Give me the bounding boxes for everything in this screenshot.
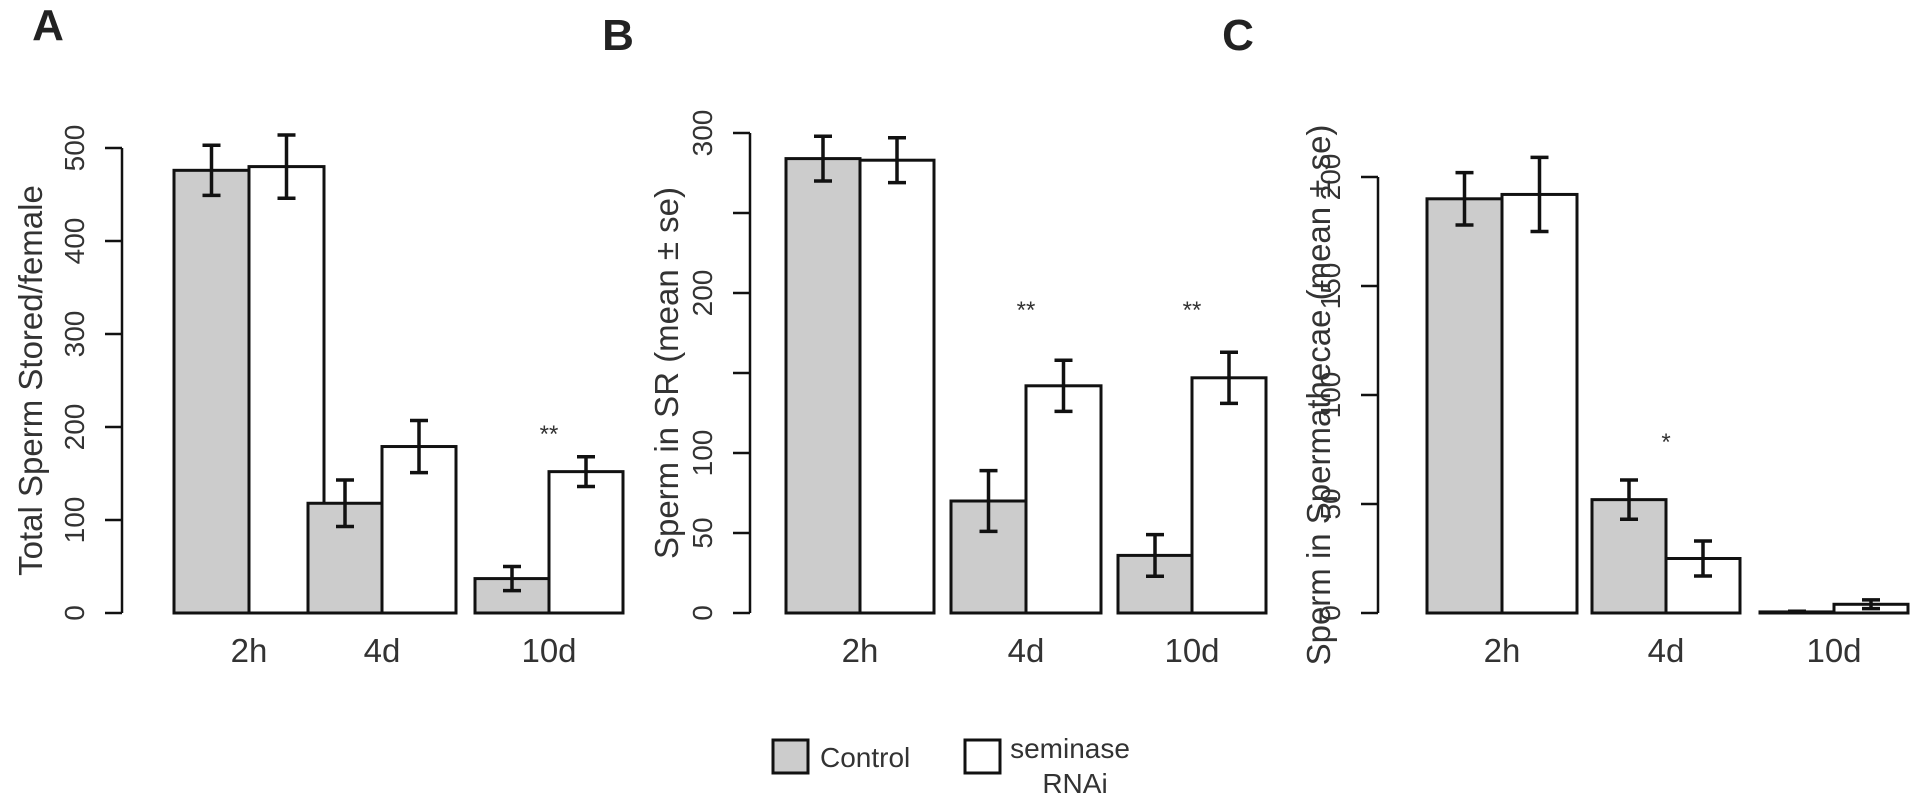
bar-seminase-rnai-2h — [1500, 192, 1579, 615]
bar-seminase-rnai-2h — [858, 158, 936, 615]
legend: Control seminase RNAi — [771, 733, 1130, 799]
bar-seminase-rnai-4d — [1024, 384, 1103, 615]
panel-letter: B — [602, 11, 634, 60]
bar-control-2h — [784, 157, 862, 615]
x-category-label-10d: 10d — [1164, 632, 1219, 669]
x-category-label-2h: 2h — [231, 632, 268, 669]
y-tick-label: 300 — [687, 110, 718, 157]
legend-swatch-seminase-rnai — [963, 738, 1002, 775]
x-category-label-2h: 2h — [1484, 632, 1521, 669]
y-tick-label: 100 — [59, 497, 90, 544]
x-category-label-4d: 4d — [364, 632, 401, 669]
panel-letter: C — [1222, 11, 1254, 60]
significance-marker-4d: ** — [1017, 297, 1036, 324]
y-tick-label: 50 — [687, 517, 718, 548]
x-category-label-2h: 2h — [842, 632, 879, 669]
y-tick-label: 150 — [1315, 263, 1346, 310]
x-category-label-10d: 10d — [521, 632, 576, 669]
x-category-label-4d: 4d — [1008, 632, 1045, 669]
significance-marker-10d: ** — [1183, 297, 1202, 324]
x-category-label-10d: 10d — [1806, 632, 1861, 669]
y-tick-label: 400 — [59, 218, 90, 265]
y-tick-label: 50 — [1315, 488, 1346, 519]
y-tick-label: 100 — [687, 430, 718, 477]
panel-letter: A — [32, 1, 64, 50]
y-tick-label: 300 — [59, 311, 90, 358]
bar-seminase-rnai-4d — [380, 445, 458, 615]
bar-control-2h — [172, 168, 251, 615]
y-axis-label: Sperm in Spermathecae (mean ± se) — [1300, 125, 1337, 666]
bar-seminase-rnai-4d — [1664, 557, 1742, 615]
y-tick-label: 200 — [1315, 154, 1346, 201]
legend-swatch-control — [771, 738, 810, 775]
y-tick-label: 0 — [1315, 605, 1346, 621]
significance-marker-10d: ** — [540, 421, 559, 448]
bar-seminase-rnai-10d — [547, 470, 625, 615]
y-tick-label: 0 — [687, 605, 718, 621]
bar-seminase-rnai-10d — [1190, 376, 1268, 615]
y-axis-label: Sperm in SR (mean ± se) — [648, 187, 685, 559]
legend-label-seminase-line2: RNAi — [1042, 768, 1107, 799]
y-tick-label: 0 — [59, 605, 90, 621]
panel-a: A 0 100 200 300 400 500 Total Sperm Stored/fema… — [12, 1, 625, 669]
y-tick-label: 200 — [59, 404, 90, 451]
y-tick-label: 200 — [687, 270, 718, 317]
significance-marker-4d: * — [1661, 429, 1670, 456]
x-category-label-4d: 4d — [1648, 632, 1685, 669]
y-axis-label: Total Sperm Stored/female — [12, 185, 49, 576]
y-tick-label: 100 — [1315, 372, 1346, 419]
legend-label-control: Control — [820, 742, 910, 773]
bar-control-2h — [1425, 197, 1504, 615]
y-tick-label: 500 — [59, 125, 90, 172]
bar-control-4d — [306, 501, 384, 615]
legend-label-seminase-line1: seminase — [1010, 733, 1130, 764]
